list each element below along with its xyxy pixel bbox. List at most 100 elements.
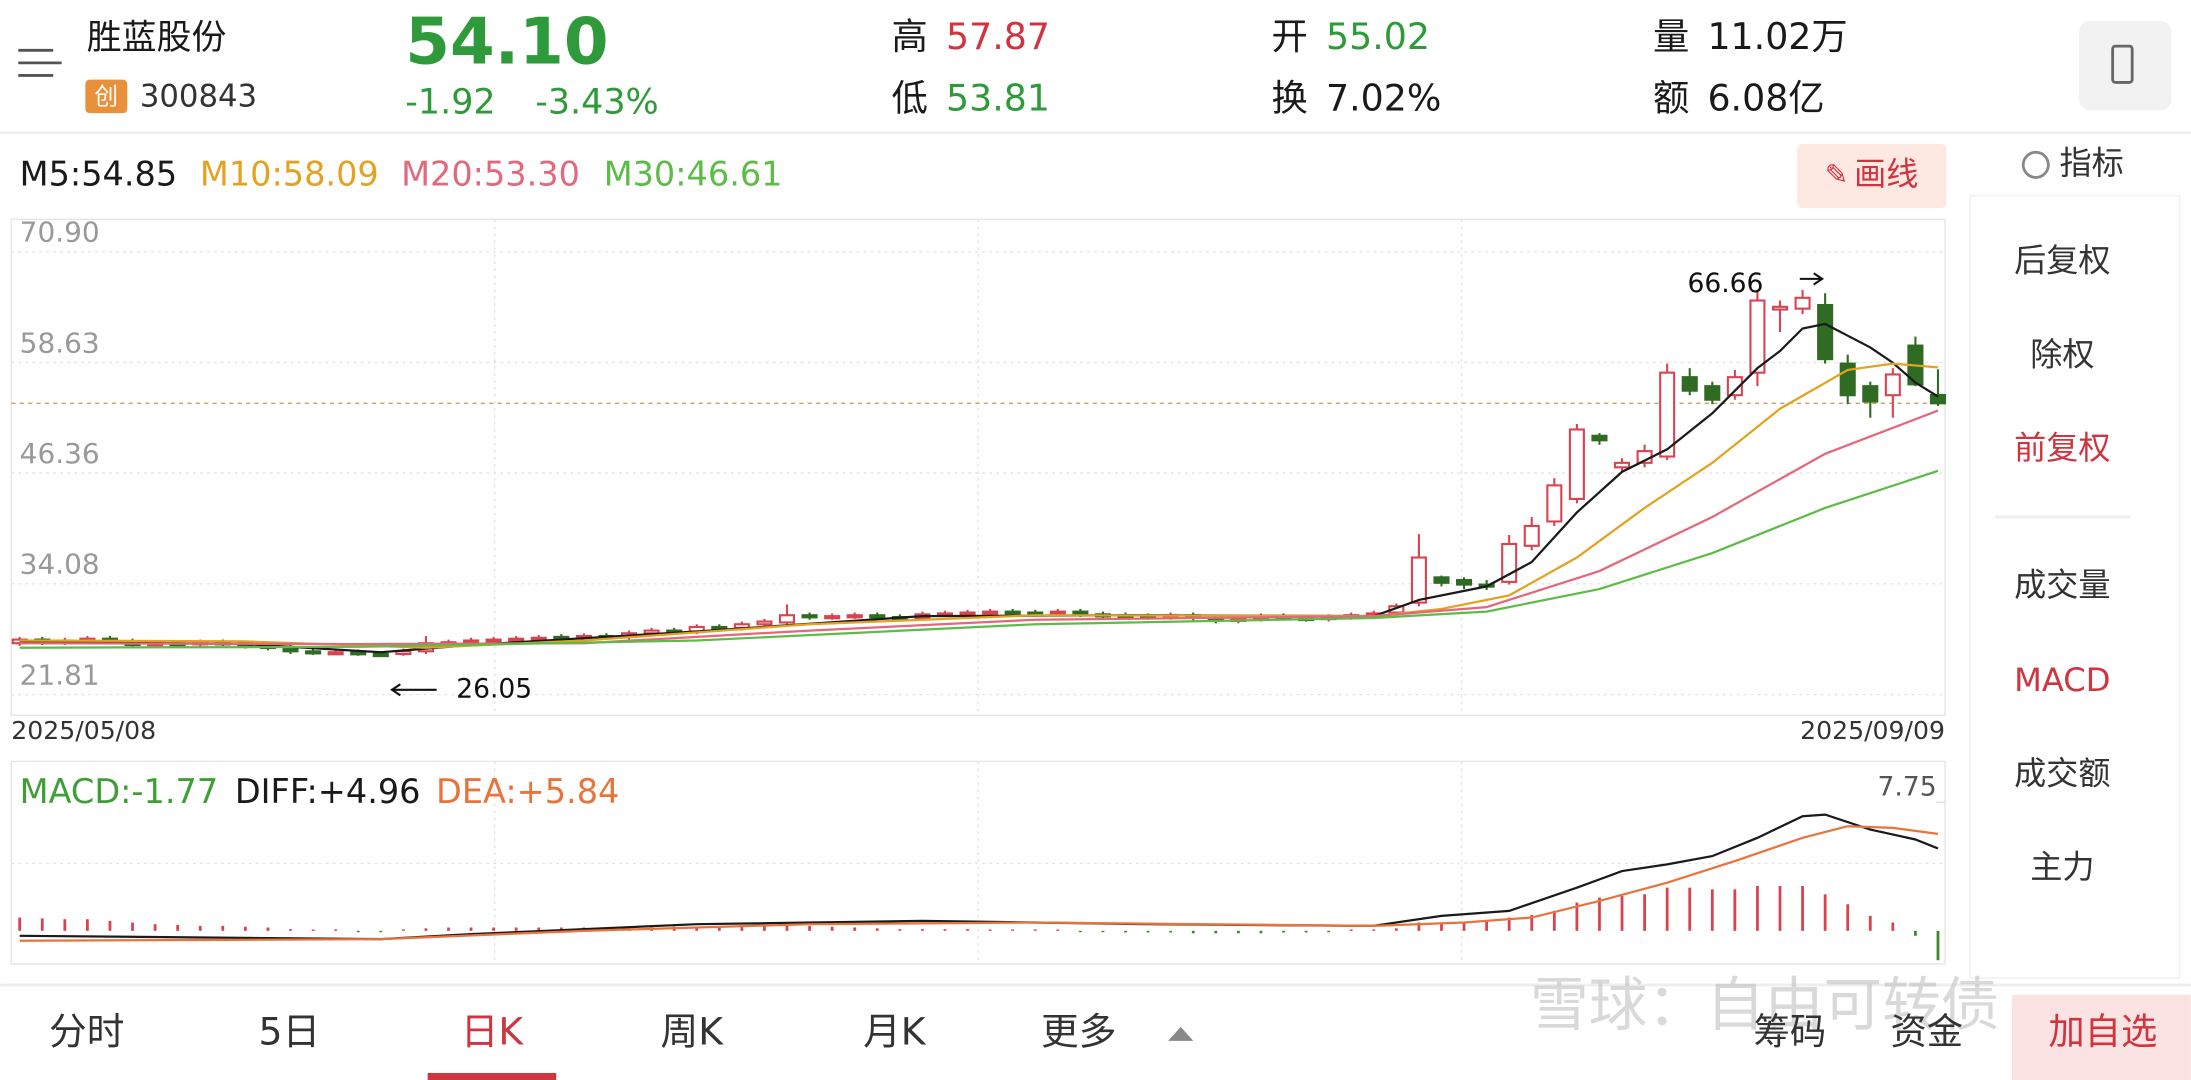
- bottom-button[interactable]: 筹码: [1754, 1010, 1827, 1053]
- candle-body: [801, 614, 818, 619]
- board-badge: [85, 79, 128, 114]
- legend-entry: DIFF:+4.96: [235, 772, 421, 811]
- device-button[interactable]: [2079, 20, 2172, 111]
- stat-value: 6.08亿: [1707, 77, 1824, 120]
- candle-body: [372, 652, 389, 658]
- tab[interactable]: 月K: [863, 1009, 927, 1053]
- candle-body: [1771, 305, 1789, 311]
- side-menu-item[interactable]: 成交额: [2014, 754, 2110, 792]
- candle-body: [327, 651, 344, 656]
- annotation-arrowhead: [1813, 272, 1825, 286]
- candle-body: [1072, 610, 1089, 616]
- ma-line: [19, 322, 1939, 654]
- active-tab-underline: [427, 1073, 557, 1080]
- candle-body: [508, 637, 525, 642]
- legend-entry: DEA:+5.84: [436, 772, 619, 811]
- candle-body: [1410, 556, 1427, 604]
- candle-body: [756, 620, 773, 626]
- candle-body: [1546, 484, 1563, 523]
- candle-body: [1884, 373, 1901, 397]
- draw-button[interactable]: [1796, 143, 1947, 209]
- stock-code: 300843: [140, 78, 257, 114]
- candle-body: [778, 614, 796, 624]
- candle-body: [1862, 385, 1879, 403]
- candle-body: [1591, 434, 1608, 442]
- stat-value: 11.02万: [1707, 15, 1847, 58]
- candle-body: [282, 646, 299, 653]
- candle-body: [869, 614, 886, 619]
- candle-body: [1749, 299, 1766, 374]
- change-pct: -3.43%: [535, 82, 658, 122]
- stat-value: 53.81: [946, 77, 1050, 120]
- tab[interactable]: 更多: [1041, 1009, 1116, 1053]
- stat-value: 7.02%: [1326, 77, 1441, 120]
- side-menu-item[interactable]: MACD: [2014, 661, 2110, 699]
- candle-body: [1659, 371, 1676, 458]
- candle-body: [305, 650, 322, 655]
- candle-body: [824, 615, 841, 620]
- side-menu-item[interactable]: 除权: [2030, 335, 2094, 373]
- candle-body: [1456, 579, 1473, 586]
- y-tick-label: 21.81: [20, 658, 100, 691]
- ma-line: [19, 469, 1939, 649]
- y-tick-label: 58.63: [20, 326, 100, 359]
- legend-entry: M30:46.61: [604, 155, 783, 194]
- y-tick-label: 34.08: [20, 548, 100, 581]
- candle-body: [1433, 576, 1450, 584]
- draw-button-label[interactable]: 画线: [1854, 155, 1918, 193]
- y-tick-label: 70.90: [20, 216, 100, 249]
- x-tick-label: 2025/09/09: [1800, 716, 1945, 745]
- legend-entry: MACD:-1.77: [20, 772, 218, 811]
- stock-name: 胜蓝股份: [87, 18, 227, 58]
- candle-body: [1929, 393, 1947, 405]
- more-arrow: [1168, 1026, 1194, 1041]
- gauge-icon: [2021, 150, 2050, 179]
- bottom-button[interactable]: 加自选: [2048, 1010, 2157, 1053]
- stat-label: 低: [892, 77, 928, 120]
- candle-body: [485, 638, 502, 643]
- tab[interactable]: 分时: [49, 1009, 124, 1053]
- legend-entry: M5:54.85: [20, 155, 177, 194]
- annotation-label: 66.66: [1687, 268, 1763, 299]
- candle-body: [846, 614, 863, 619]
- board-label: 创: [94, 82, 118, 110]
- annotation-label: 26.05: [456, 673, 532, 704]
- candle-body: [1794, 296, 1811, 310]
- candle-body: [1568, 428, 1585, 500]
- change: -1.92: [405, 82, 495, 122]
- side-menu-item[interactable]: 前复权: [2014, 429, 2110, 467]
- candle-body: [1049, 610, 1066, 615]
- stat-label: 开: [1272, 15, 1308, 58]
- watermark: 雪球：自由可转债: [1530, 971, 1999, 1039]
- candle-body: [1704, 385, 1721, 401]
- menu-icon[interactable]: [18, 48, 62, 77]
- candle-body: [1681, 376, 1698, 392]
- candle-body: [1004, 610, 1021, 615]
- stat-label: 量: [1653, 15, 1689, 58]
- macd-line: [19, 813, 1939, 941]
- price: 54.10: [405, 5, 608, 80]
- side-menu-item[interactable]: 主力: [2030, 848, 2094, 886]
- candle-body: [1726, 376, 1743, 397]
- side-menu-item[interactable]: 后复权: [2014, 242, 2110, 280]
- tab[interactable]: 周K: [660, 1009, 724, 1053]
- stat-label: 高: [892, 15, 928, 58]
- stat-value: 55.02: [1326, 15, 1430, 58]
- y-tick-label: 46.36: [20, 437, 100, 470]
- indicator-button[interactable]: 指标: [2060, 144, 2124, 182]
- side-menu-item[interactable]: 成交量: [2014, 566, 2110, 604]
- legend-entry: M10:58.09: [200, 155, 379, 194]
- candle-body: [463, 639, 480, 644]
- device-icon: [2111, 44, 2134, 84]
- tab[interactable]: 日K: [461, 1009, 525, 1053]
- candle-body: [982, 610, 999, 615]
- candle-body: [959, 611, 976, 616]
- add-watchlist-button[interactable]: [2012, 994, 2191, 1080]
- tab[interactable]: 5日: [258, 1009, 320, 1053]
- bottom-button[interactable]: 资金: [1890, 1010, 1963, 1053]
- candle-body: [350, 651, 367, 656]
- annotation-arrowhead: [390, 683, 401, 697]
- candle-body: [1613, 461, 1631, 469]
- legend-entry: M20:53.30: [401, 155, 580, 194]
